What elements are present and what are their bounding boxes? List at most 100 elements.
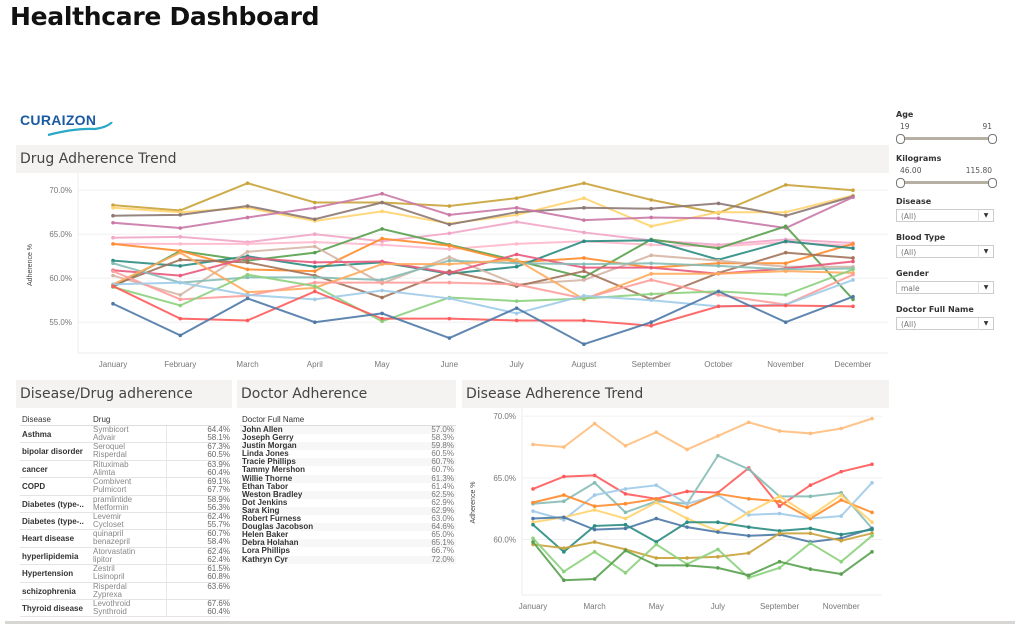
doctor-row[interactable]: Kathryn Cyr 72.0%	[240, 555, 456, 564]
data-point[interactable]	[592, 473, 597, 478]
data-point[interactable]	[851, 272, 855, 277]
series-line[interactable]	[531, 416, 874, 452]
disease-adherence-chart[interactable]: 60.0% 65.0% 70.0% Adherence % January March Ma…	[462, 408, 890, 614]
disease-row[interactable]: bipolar disorder Seroquel 67.3% Risperdal 60…	[20, 443, 230, 461]
data-point[interactable]	[531, 536, 535, 541]
data-point[interactable]	[313, 289, 317, 294]
data-point[interactable]	[783, 303, 788, 308]
data-point[interactable]	[870, 550, 874, 554]
data-point[interactable]	[716, 293, 721, 297]
data-point[interactable]	[746, 534, 751, 538]
data-point[interactable]	[685, 516, 689, 521]
data-point[interactable]	[746, 573, 751, 578]
data-point[interactable]	[851, 195, 855, 200]
data-point[interactable]	[808, 541, 813, 545]
data-point[interactable]	[716, 530, 720, 534]
kilograms-slider-min-handle[interactable]	[896, 178, 905, 188]
data-point[interactable]	[839, 572, 843, 576]
data-point[interactable]	[514, 242, 519, 246]
disease-row[interactable]: Heart disease quinapril 60.7% benazepril 58.…	[20, 530, 230, 548]
kilograms-slider-max-handle[interactable]	[988, 178, 997, 188]
data-point[interactable]	[716, 453, 720, 458]
data-point[interactable]	[592, 527, 597, 532]
data-point[interactable]	[380, 227, 384, 231]
data-point[interactable]	[716, 210, 721, 214]
age-slider[interactable]	[896, 134, 997, 144]
data-point[interactable]	[582, 269, 586, 273]
data-point[interactable]	[531, 516, 535, 521]
data-point[interactable]	[654, 563, 659, 568]
data-point[interactable]	[178, 333, 183, 338]
data-point[interactable]	[582, 342, 586, 346]
data-point[interactable]	[313, 206, 317, 210]
data-point[interactable]	[808, 483, 813, 488]
data-point[interactable]	[245, 204, 250, 208]
data-point[interactable]	[654, 516, 659, 521]
data-point[interactable]	[111, 242, 115, 246]
doctor-row[interactable]: Lora Phillips 66.7%	[240, 547, 456, 556]
data-point[interactable]	[649, 265, 653, 270]
data-point[interactable]	[649, 238, 653, 243]
data-point[interactable]	[839, 490, 843, 495]
data-point[interactable]	[514, 213, 519, 217]
doctor-row[interactable]: Helen Baker 65.0%	[240, 531, 456, 540]
data-point[interactable]	[623, 443, 628, 448]
data-point[interactable]	[716, 201, 721, 206]
disease-row[interactable]: Hypertension Zestril 61.5% Lisinopril 60.8%	[20, 565, 230, 583]
series-line[interactable]	[531, 534, 874, 580]
data-point[interactable]	[313, 320, 317, 324]
data-point[interactable]	[783, 250, 788, 255]
data-point[interactable]	[685, 505, 689, 510]
data-point[interactable]	[839, 469, 843, 474]
data-point[interactable]	[447, 258, 452, 263]
data-point[interactable]	[514, 282, 519, 287]
data-point[interactable]	[851, 256, 855, 260]
data-point[interactable]	[716, 547, 720, 552]
data-point[interactable]	[447, 231, 452, 236]
data-point[interactable]	[111, 273, 115, 278]
data-point[interactable]	[592, 524, 597, 528]
data-point[interactable]	[582, 278, 586, 282]
data-point[interactable]	[716, 246, 721, 251]
data-point[interactable]	[514, 299, 519, 303]
data-point[interactable]	[447, 336, 452, 340]
data-point[interactable]	[839, 498, 843, 502]
data-point[interactable]	[746, 497, 751, 501]
data-point[interactable]	[623, 487, 628, 491]
data-point[interactable]	[870, 416, 874, 421]
data-point[interactable]	[582, 256, 586, 260]
data-point[interactable]	[447, 280, 452, 285]
data-point[interactable]	[777, 566, 782, 570]
data-point[interactable]	[649, 320, 653, 324]
data-point[interactable]	[777, 499, 782, 504]
data-point[interactable]	[654, 542, 659, 547]
disease-row[interactable]: schizophrenia Risperdal 63.6% Zyprexa	[20, 582, 230, 600]
data-point[interactable]	[649, 292, 653, 296]
data-point[interactable]	[851, 297, 855, 302]
data-point[interactable]	[777, 511, 782, 516]
data-point[interactable]	[562, 578, 566, 582]
series-line[interactable]	[111, 191, 855, 230]
data-point[interactable]	[649, 206, 653, 211]
data-point[interactable]	[313, 264, 317, 269]
data-point[interactable]	[380, 295, 384, 300]
data-point[interactable]	[531, 487, 535, 491]
data-point[interactable]	[313, 244, 317, 249]
data-point[interactable]	[245, 275, 250, 280]
data-point[interactable]	[447, 316, 452, 321]
data-point[interactable]	[380, 319, 384, 324]
data-point[interactable]	[870, 520, 874, 525]
data-point[interactable]	[178, 273, 183, 278]
data-point[interactable]	[313, 240, 317, 244]
data-point[interactable]	[716, 554, 720, 559]
data-point[interactable]	[380, 209, 384, 214]
doctor-row[interactable]: Ethan Tabor 61.4%	[240, 482, 456, 491]
data-point[interactable]	[777, 531, 782, 536]
data-point[interactable]	[649, 272, 653, 276]
kilograms-slider[interactable]	[896, 178, 997, 188]
series-line[interactable]	[531, 493, 874, 533]
data-point[interactable]	[808, 431, 813, 436]
data-point[interactable]	[777, 559, 782, 564]
data-point[interactable]	[178, 242, 183, 246]
doctor-row[interactable]: Sara King 62.9%	[240, 506, 456, 516]
